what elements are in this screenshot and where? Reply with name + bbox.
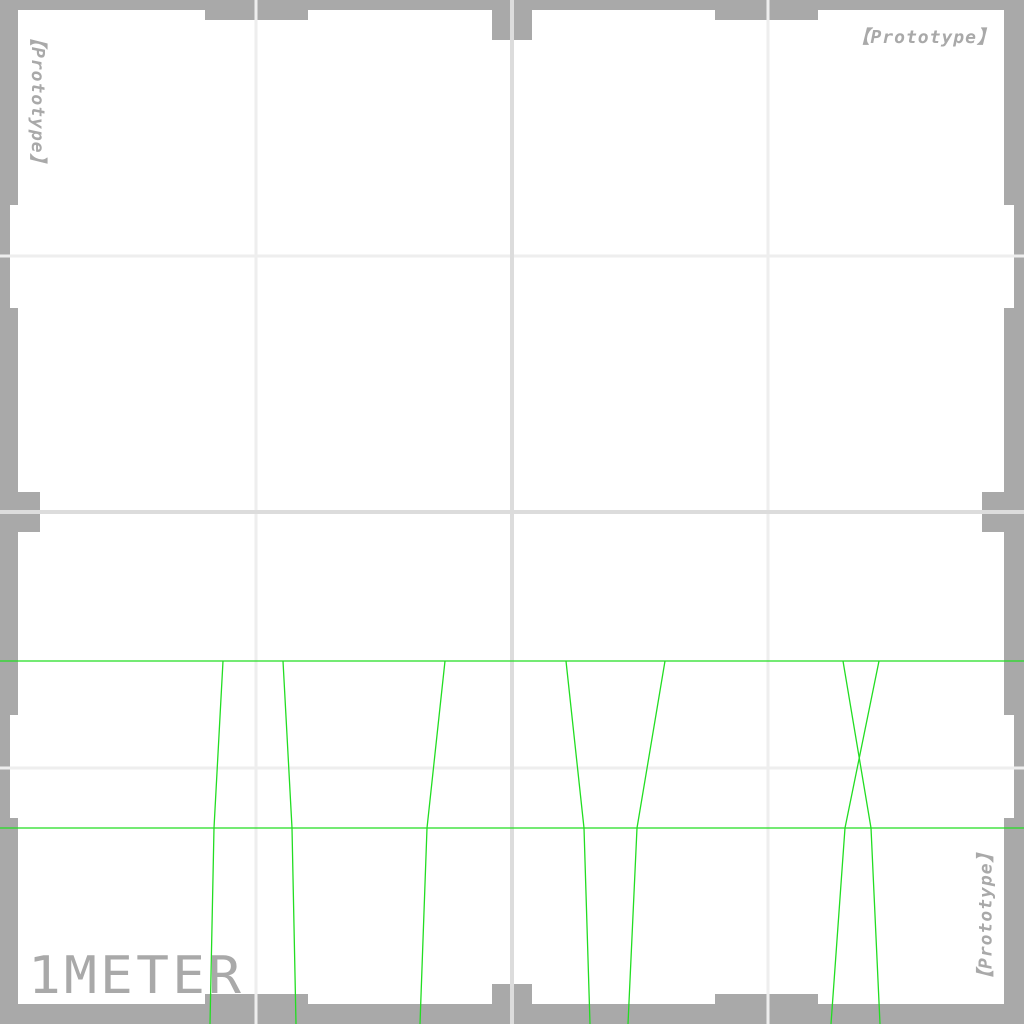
prototype-watermark-bottom-right: 【Prototype】 [976,843,997,988]
prototype-watermark-top-left: 【Prototype】 [27,28,48,173]
green-overlay-lines [0,660,1024,1024]
prototype-watermark-top-right: 【Prototype】 [851,27,996,48]
scale-label: 1METER [28,946,245,1006]
